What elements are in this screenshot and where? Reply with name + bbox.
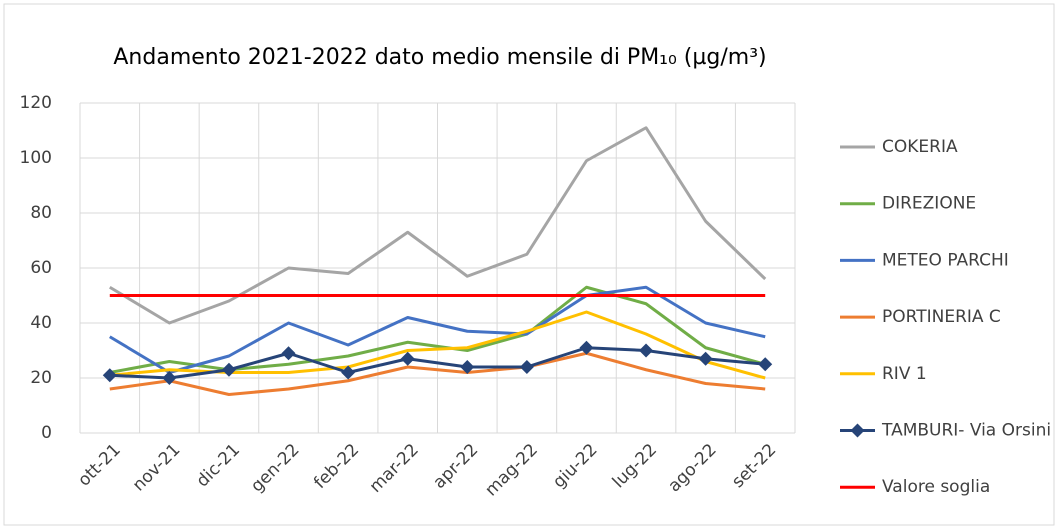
marker (758, 357, 773, 372)
chart-title: Andamento 2021-2022 dato medio mensile d… (113, 45, 766, 70)
series-line (109, 285, 766, 374)
marker (400, 351, 415, 366)
marker (102, 368, 117, 383)
y-tick-label: 20 (30, 368, 52, 388)
marker (698, 351, 713, 366)
y-tick-label: 0 (41, 423, 52, 443)
marker (639, 343, 654, 358)
legend-label: PORTINERIA C (882, 307, 1001, 327)
y-tick-label: 60 (30, 258, 52, 278)
marker (519, 360, 534, 374)
y-tick-label: 80 (30, 203, 52, 223)
series-line (109, 285, 766, 374)
legend-label: Valore soglia (882, 477, 990, 497)
series-line (109, 351, 766, 396)
legend-label: TAMBURI- Via Orsini (881, 421, 1051, 441)
marker (221, 362, 236, 377)
y-tick-label: 120 (20, 93, 52, 113)
legend-label: COKERIA (882, 137, 958, 157)
marker (341, 365, 356, 380)
marker (460, 360, 475, 374)
series-line (109, 346, 766, 380)
series-line (109, 126, 767, 325)
legend-marker (850, 423, 865, 438)
chart-frame (3, 3, 1055, 526)
legend-label: RIV 1 (882, 364, 927, 384)
legend-label: DIREZIONE (882, 194, 976, 214)
marker (579, 340, 594, 355)
marker (281, 346, 296, 361)
marker (162, 371, 177, 385)
y-tick-label: 100 (20, 148, 52, 168)
y-tick-label: 40 (30, 313, 52, 333)
legend-label: METEO PARCHI (882, 250, 1009, 270)
